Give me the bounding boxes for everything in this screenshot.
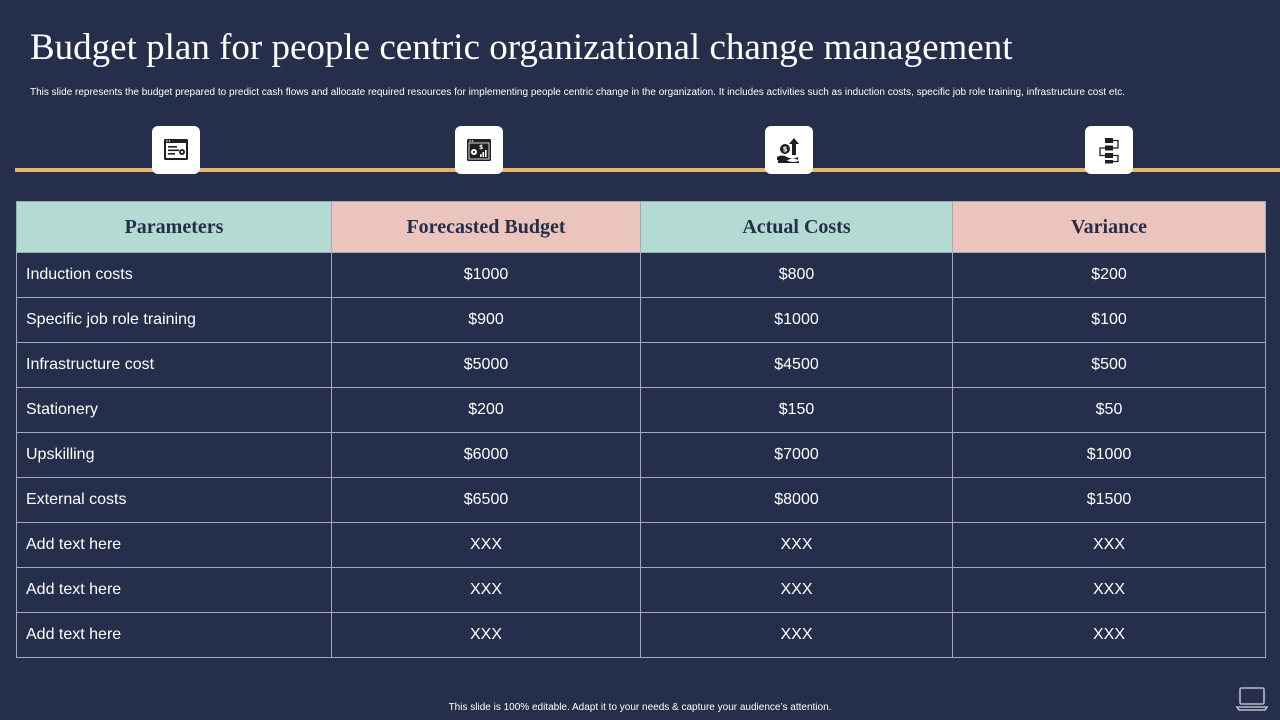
- cell-actual-costs: XXX: [640, 567, 953, 613]
- cell-actual-costs: $7000: [640, 432, 953, 478]
- table-header-row: Parameters Forecasted Budget Actual Cost…: [16, 201, 1266, 253]
- slide-subtitle: This slide represents the budget prepare…: [30, 87, 1126, 98]
- cell-parameter: Add text here: [16, 522, 332, 568]
- cell-forecasted-budget: $6500: [331, 477, 641, 523]
- table-row: Upskilling $6000 $7000 $1000: [16, 432, 1266, 478]
- table-row: Infrastructure cost $5000 $4500 $500: [16, 342, 1266, 388]
- table-row: Specific job role training $900 $1000 $1…: [16, 297, 1266, 343]
- cell-variance: $1500: [952, 477, 1266, 523]
- icon-tile-2: $: [455, 126, 503, 174]
- cell-parameter: Upskilling: [16, 432, 332, 478]
- cell-variance: $50: [952, 387, 1266, 433]
- table-row: Add text here XXX XXX XXX: [16, 522, 1266, 568]
- icon-tile-1: [152, 126, 200, 174]
- cell-parameter: Stationery: [16, 387, 332, 433]
- table-row: Add text here XXX XXX XXX: [16, 612, 1266, 658]
- cell-forecasted-budget: XXX: [331, 567, 641, 613]
- icon-tile-4: [1085, 126, 1133, 174]
- table-row: Add text here XXX XXX XXX: [16, 567, 1266, 613]
- cell-variance: $200: [952, 252, 1266, 298]
- cell-actual-costs: $800: [640, 252, 953, 298]
- cell-variance: $500: [952, 342, 1266, 388]
- cell-actual-costs: XXX: [640, 612, 953, 658]
- cell-parameter: Add text here: [16, 567, 332, 613]
- table-row: Stationery $200 $150 $50: [16, 387, 1266, 433]
- cell-forecasted-budget: XXX: [331, 612, 641, 658]
- cell-variance: XXX: [952, 612, 1266, 658]
- cell-variance: XXX: [952, 522, 1266, 568]
- cell-actual-costs: $4500: [640, 342, 953, 388]
- browser-settings-icon: [164, 139, 188, 160]
- dollar-chart-icon: $: [467, 139, 491, 161]
- header-forecasted-budget: Forecasted Budget: [331, 201, 641, 253]
- footer-note: This slide is 100% editable. Adapt it to…: [448, 702, 832, 713]
- cell-forecasted-budget: $5000: [331, 342, 641, 388]
- cell-variance: XXX: [952, 567, 1266, 613]
- cell-actual-costs: $150: [640, 387, 953, 433]
- cell-actual-costs: $8000: [640, 477, 953, 523]
- cell-variance: $100: [952, 297, 1266, 343]
- timeline-line: [15, 168, 1280, 172]
- budget-table: Parameters Forecasted Budget Actual Cost…: [16, 201, 1266, 658]
- cell-actual-costs: $1000: [640, 297, 953, 343]
- icon-tile-3: $: [765, 126, 813, 174]
- cell-forecasted-budget: $6000: [331, 432, 641, 478]
- money-growth-icon: $: [777, 138, 799, 163]
- svg-text:$: $: [479, 144, 483, 151]
- cell-forecasted-budget: $900: [331, 297, 641, 343]
- cell-parameter: Add text here: [16, 612, 332, 658]
- cell-actual-costs: XXX: [640, 522, 953, 568]
- cell-parameter: Specific job role training: [16, 297, 332, 343]
- header-actual-costs: Actual Costs: [640, 201, 953, 253]
- slide-title: Budget plan for people centric organizat…: [30, 27, 1013, 68]
- cell-parameter: Induction costs: [16, 252, 332, 298]
- header-variance: Variance: [952, 201, 1266, 253]
- cell-parameter: Infrastructure cost: [16, 342, 332, 388]
- cell-forecasted-budget: XXX: [331, 522, 641, 568]
- cell-parameter: External costs: [16, 477, 332, 523]
- table-row: External costs $6500 $8000 $1500: [16, 477, 1266, 523]
- cell-forecasted-budget: $200: [331, 387, 641, 433]
- table-row: Induction costs $1000 $800 $200: [16, 252, 1266, 298]
- cell-variance: $1000: [952, 432, 1266, 478]
- svg-text:$: $: [783, 146, 788, 154]
- header-parameters: Parameters: [16, 201, 332, 253]
- laptop-icon: [1236, 687, 1268, 711]
- flowchart-icon: [1099, 138, 1119, 164]
- cell-forecasted-budget: $1000: [331, 252, 641, 298]
